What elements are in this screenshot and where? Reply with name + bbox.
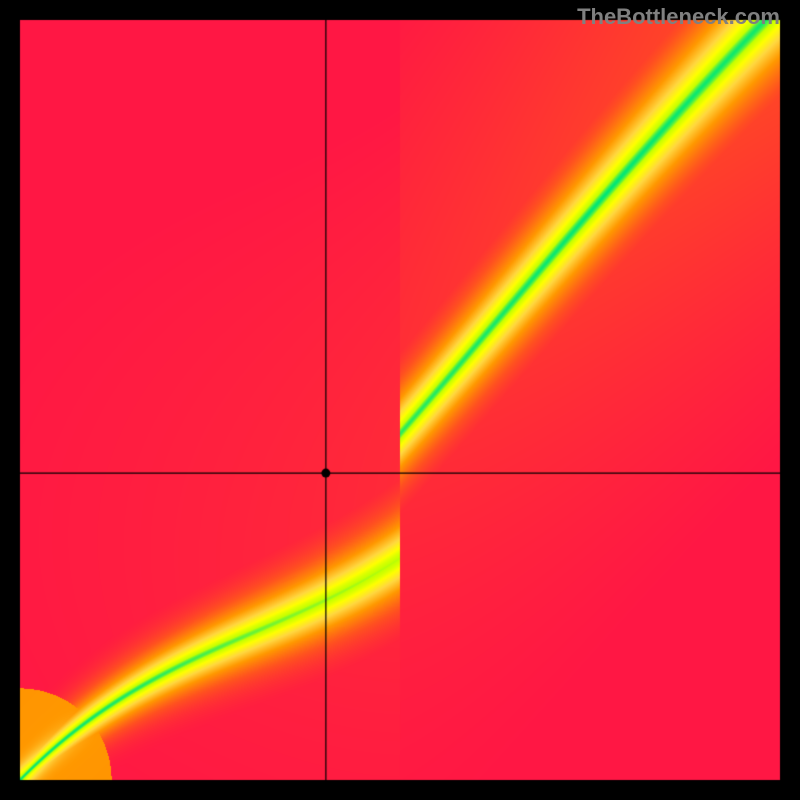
chart-container: { "attribution": "TheBottleneck.com", "c… (0, 0, 800, 800)
bottleneck-heatmap (0, 0, 800, 800)
attribution-text: TheBottleneck.com (577, 4, 780, 30)
